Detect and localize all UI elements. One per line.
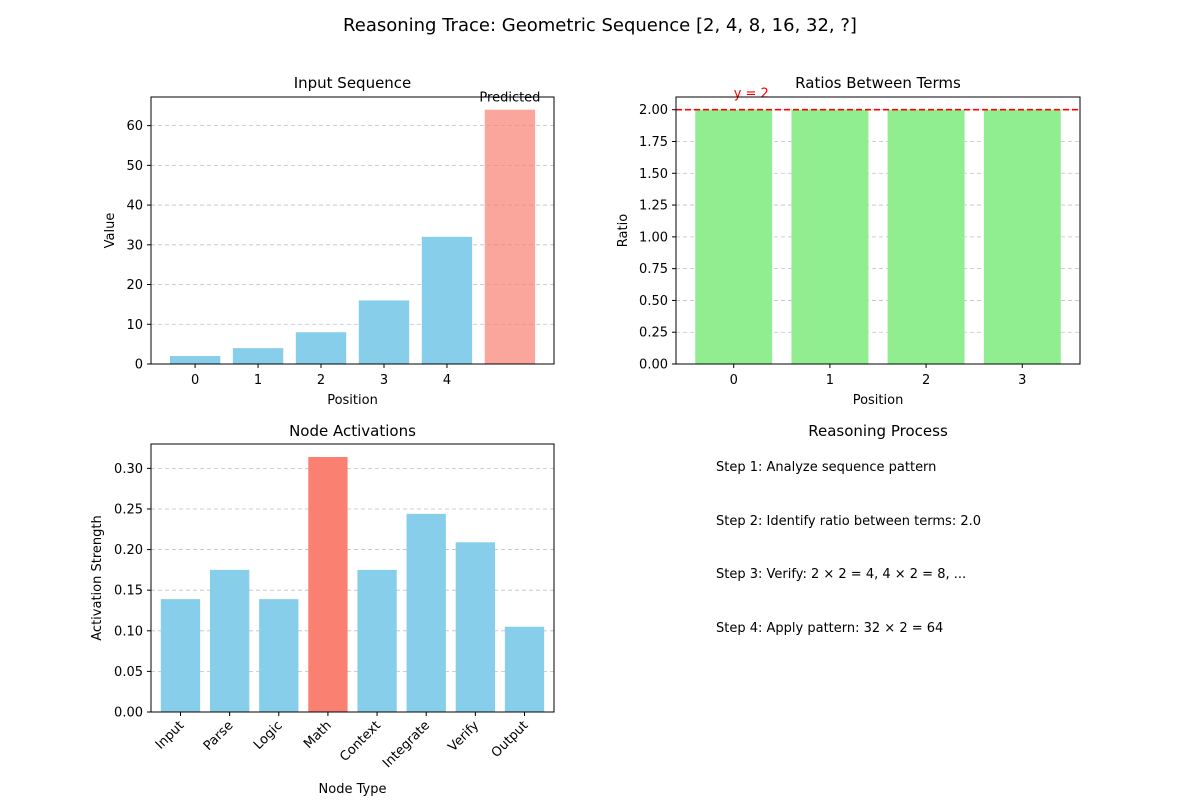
activation-bar-context xyxy=(357,569,397,712)
nodes-xlabel: Node Type xyxy=(319,782,387,797)
nodes-ytick-label: 0.25 xyxy=(114,502,143,517)
input-sequence-chart: 0 10 20 30 40 50 60 0 1 2 3 4 Predicted Input Sequenc… xyxy=(103,74,555,408)
seq-xtick-label: 2 xyxy=(317,373,325,388)
ratio-bar xyxy=(695,109,773,364)
ratio-xtick-label: 3 xyxy=(1018,373,1026,388)
reasoning-title: Reasoning Process xyxy=(808,422,948,440)
nodes-xtick-label: Parse xyxy=(201,718,237,754)
seq-ytick-label: 20 xyxy=(126,278,143,293)
ratio-ytick-label: 0.00 xyxy=(639,358,668,373)
reasoning-step-3: Step 3: Verify: 2 × 2 = 4, 4 × 2 = 8, ..… xyxy=(716,567,966,582)
ratio-xtick-label: 2 xyxy=(922,373,930,388)
nodes-xtick-label: Integrate xyxy=(380,718,433,771)
activation-bar-logic xyxy=(259,599,299,712)
activation-bar-input xyxy=(160,599,201,712)
nodes-ytick-label: 0.30 xyxy=(114,462,143,477)
seq-ytick-label: 60 xyxy=(126,119,143,134)
ratio-bar xyxy=(887,109,965,364)
seq-xtick-label: 4 xyxy=(443,373,451,388)
ratios-chart: 0.00 0.25 0.50 0.75 1.00 1.25 1.50 1.75 2.00 0 1 2 3… xyxy=(616,74,1081,408)
nodes-ylabel: Activation Strength xyxy=(90,515,105,640)
nodes-ytick-label: 0.15 xyxy=(114,584,143,599)
seq-xtick-label: 0 xyxy=(191,373,199,388)
figure-title: Reasoning Trace: Geometric Sequence [2, … xyxy=(343,15,857,36)
predicted-bar xyxy=(484,109,536,364)
nodes-xtick-label: Verify xyxy=(446,718,483,755)
activation-bar-parse xyxy=(209,569,250,712)
ratio-ylabel: Ratio xyxy=(616,214,631,247)
reasoning-step-4: Step 4: Apply pattern: 32 × 2 = 64 xyxy=(716,621,943,636)
sequence-bar xyxy=(358,300,410,364)
seq-ytick-label: 0 xyxy=(135,358,143,373)
activation-bar-math xyxy=(308,456,348,712)
nodes-ytick-label: 0.10 xyxy=(114,624,143,639)
seq-ytick-label: 40 xyxy=(126,199,143,214)
nodes-xtick-label: Output xyxy=(489,718,532,761)
sequence-bar xyxy=(295,332,347,364)
nodes-ytick-label: 0.00 xyxy=(114,706,143,721)
nodes-ytick-label: 0.20 xyxy=(114,543,143,558)
reasoning-step-1: Step 1: Analyze sequence pattern xyxy=(716,460,936,475)
sequence-bar xyxy=(232,348,284,364)
nodes-xtick-label: Context xyxy=(337,718,384,765)
ratio-ytick-label: 1.00 xyxy=(639,230,668,245)
nodes-ytick-label: 0.05 xyxy=(114,665,143,680)
ratio-ytick-label: 1.75 xyxy=(639,135,668,150)
seq-xlabel: Position xyxy=(327,393,378,408)
node-activations-chart: 0.00 0.05 0.10 0.15 0.20 0.25 0.30 Input Parse Lo… xyxy=(90,422,555,797)
ratio-frame xyxy=(675,96,1081,365)
ratio-ytick-label: 2.00 xyxy=(639,103,668,118)
ratio-ytick-label: 0.25 xyxy=(639,326,668,341)
ratio-ytick-label: 0.75 xyxy=(639,262,668,277)
seq-ytick-label: 10 xyxy=(126,318,143,333)
ratio-bar xyxy=(983,109,1061,364)
seq-xtick-label: 3 xyxy=(380,373,388,388)
seq-xtick-label: 1 xyxy=(254,373,262,388)
nodes-title: Node Activations xyxy=(289,422,416,440)
ratio-reference-label: y = 2 xyxy=(734,87,769,102)
sequence-bar xyxy=(169,356,221,364)
seq-title: Input Sequence xyxy=(294,74,412,92)
seq-ytick-label: 50 xyxy=(126,159,143,174)
activation-bar-output xyxy=(504,626,545,712)
ratio-ytick-label: 1.50 xyxy=(639,167,668,182)
activation-bar-verify xyxy=(455,542,496,712)
seq-ylabel: Value xyxy=(103,213,118,249)
ratio-bar xyxy=(791,109,869,364)
ratio-title: Ratios Between Terms xyxy=(795,74,961,92)
reasoning-step-2: Step 2: Identify ratio between terms: 2.… xyxy=(716,514,981,529)
nodes-xtick-label: Math xyxy=(301,718,335,752)
nodes-frame xyxy=(150,443,555,713)
seq-frame xyxy=(150,96,555,365)
nodes-xtick-label: Logic xyxy=(251,718,286,753)
seq-ytick-label: 30 xyxy=(126,238,143,253)
sequence-bar xyxy=(421,236,473,364)
ratio-xtick-label: 0 xyxy=(730,373,738,388)
predicted-annotation: Predicted xyxy=(479,91,540,106)
nodes-xtick-label: Input xyxy=(153,718,187,752)
ratio-ytick-label: 1.25 xyxy=(639,199,668,214)
ratio-xtick-label: 1 xyxy=(826,373,834,388)
ratio-xlabel: Position xyxy=(853,393,904,408)
reasoning-process-panel: Reasoning Process Step 1: Analyze sequen… xyxy=(716,422,981,636)
ratio-ytick-label: 0.50 xyxy=(639,294,668,309)
activation-bar-integrate xyxy=(406,513,446,712)
